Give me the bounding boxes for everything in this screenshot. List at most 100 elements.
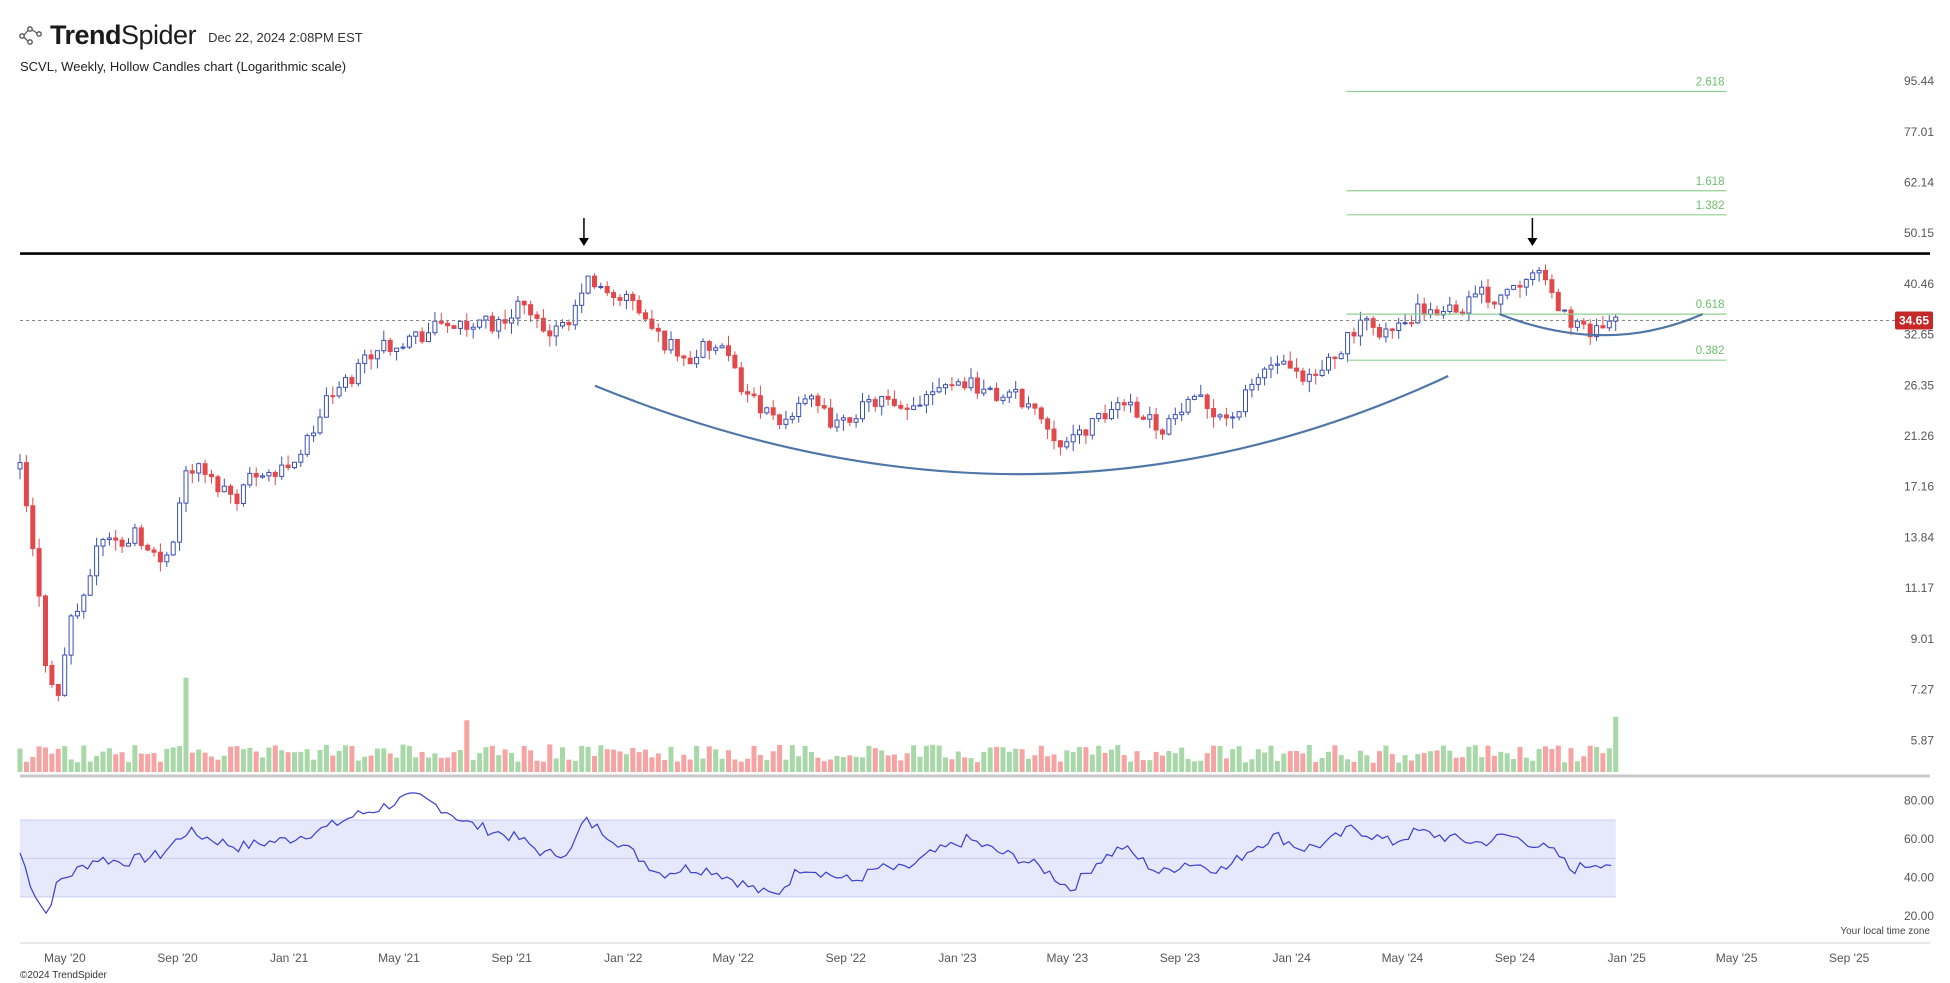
fib-level-label: 1.382 bbox=[1696, 200, 1725, 212]
volume-bar bbox=[209, 756, 214, 772]
candle-body bbox=[1517, 285, 1523, 288]
volume-bar bbox=[1217, 746, 1223, 772]
peak-arrow-head bbox=[578, 237, 589, 246]
volume-bar bbox=[1089, 754, 1095, 772]
volume-bar bbox=[247, 747, 253, 772]
candle-body bbox=[413, 331, 419, 337]
candle-body bbox=[1587, 323, 1593, 338]
volume-bar bbox=[279, 750, 285, 772]
candle-body bbox=[860, 401, 865, 420]
volume-bar bbox=[1370, 762, 1376, 772]
peak-arrow-head bbox=[1527, 237, 1538, 246]
volume-bar bbox=[1064, 750, 1070, 772]
time-tick-label: Jan '23 bbox=[938, 951, 977, 965]
volume-bar bbox=[617, 751, 623, 772]
candle-body bbox=[1274, 363, 1280, 366]
rsi-tick-label: 40.00 bbox=[1904, 871, 1934, 885]
candle-body bbox=[828, 407, 834, 428]
volume-bar bbox=[502, 749, 508, 772]
candle-body bbox=[1057, 440, 1063, 448]
handle-arc bbox=[1499, 313, 1704, 337]
volume-bar bbox=[572, 760, 578, 772]
candle-body bbox=[502, 319, 508, 324]
volume-bar bbox=[1530, 760, 1536, 772]
time-tick-label: Sep '23 bbox=[1160, 951, 1201, 965]
candle-body bbox=[330, 395, 336, 398]
candle-body bbox=[726, 345, 731, 356]
volume-bar bbox=[126, 762, 131, 772]
volume-bar bbox=[981, 751, 987, 772]
candle-body bbox=[100, 539, 106, 547]
candle-body bbox=[196, 463, 202, 474]
candle-body bbox=[94, 545, 100, 577]
volume-bar bbox=[477, 753, 483, 772]
volume-bar bbox=[1262, 752, 1268, 772]
candle-body bbox=[1594, 325, 1600, 338]
candle-body bbox=[560, 322, 565, 327]
volume-bar bbox=[802, 745, 808, 772]
candle-body bbox=[483, 315, 489, 321]
candle-body bbox=[1211, 408, 1217, 418]
candle-body bbox=[1032, 403, 1038, 409]
candle-body bbox=[183, 470, 189, 504]
volume-bar bbox=[106, 748, 112, 772]
candle-body bbox=[362, 354, 368, 364]
candle-body bbox=[62, 654, 68, 696]
candle-body bbox=[521, 300, 527, 306]
candle-body bbox=[840, 417, 846, 421]
volume-bar bbox=[1006, 751, 1012, 772]
candle-body bbox=[598, 286, 604, 288]
candle-body bbox=[834, 419, 840, 428]
volume-bar bbox=[604, 749, 610, 772]
time-tick-label: Jan '25 bbox=[1608, 951, 1647, 965]
candle-body bbox=[585, 275, 591, 294]
volume-bar bbox=[81, 745, 87, 772]
volume-bar bbox=[1121, 755, 1127, 772]
volume-bar bbox=[311, 759, 317, 772]
volume-bar bbox=[1211, 745, 1217, 772]
candle-body bbox=[617, 297, 623, 301]
candle-body bbox=[592, 275, 597, 288]
candle-body bbox=[962, 381, 968, 389]
volume-bar bbox=[789, 745, 795, 772]
volume-bar bbox=[349, 746, 355, 772]
candle-body bbox=[1109, 409, 1114, 420]
volume-bar bbox=[1345, 759, 1351, 772]
candle-body bbox=[994, 387, 1000, 401]
rsi-tick-label: 80.00 bbox=[1904, 794, 1934, 808]
rsi-tick-label: 60.00 bbox=[1904, 832, 1934, 846]
time-tick-label: Sep '25 bbox=[1829, 951, 1870, 965]
volume-bar bbox=[560, 747, 565, 772]
volume-bar bbox=[694, 745, 700, 772]
candle-body bbox=[904, 407, 910, 410]
volume-bar bbox=[649, 757, 655, 772]
candle-body bbox=[1530, 272, 1536, 280]
volume-bar bbox=[1140, 760, 1146, 772]
volume-bar bbox=[113, 754, 119, 772]
candle-body bbox=[336, 386, 342, 397]
candle-body bbox=[349, 377, 355, 385]
volume-bar bbox=[55, 748, 61, 772]
candle-body bbox=[1581, 320, 1587, 325]
candle-body bbox=[419, 331, 425, 343]
candle-body bbox=[1051, 428, 1057, 442]
volume-bar bbox=[304, 749, 310, 772]
volume-bar bbox=[879, 750, 885, 772]
volume-bar bbox=[30, 756, 36, 772]
volume-bar bbox=[1096, 745, 1102, 772]
rsi-line bbox=[19, 792, 1612, 915]
candle-body bbox=[955, 381, 961, 386]
candle-body bbox=[17, 462, 23, 470]
volume-bar bbox=[23, 761, 29, 772]
volume-bar bbox=[1249, 759, 1255, 772]
volume-bar bbox=[1389, 754, 1395, 772]
candle-body bbox=[368, 354, 374, 360]
volume-bar bbox=[285, 752, 291, 772]
candle-body bbox=[266, 472, 272, 477]
candle-body bbox=[987, 387, 993, 390]
price-tick-label: 11.17 bbox=[1905, 581, 1934, 595]
volume-bar bbox=[796, 756, 802, 772]
volume-bar bbox=[1402, 755, 1408, 772]
volume-bar bbox=[1498, 751, 1504, 772]
